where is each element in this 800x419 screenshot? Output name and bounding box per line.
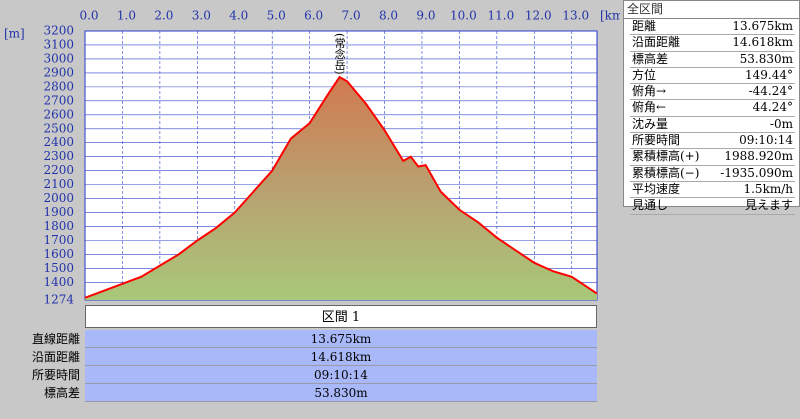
y-tick-label: 3100 xyxy=(43,37,74,51)
label: 俯角← xyxy=(632,100,667,115)
section-row: 沿面距離 14.618km xyxy=(0,348,600,366)
y-tick-label: 1400 xyxy=(43,275,74,289)
value: 14.618km xyxy=(732,35,793,50)
y-tick-label: 2900 xyxy=(43,65,74,79)
label: 累積標高(+) xyxy=(632,149,700,164)
summary-row: 見通し 見えます xyxy=(630,198,795,215)
x-tick-label: 8.0 xyxy=(379,9,398,23)
value: 13.675km xyxy=(85,330,597,348)
summary-row: 累積標高(+) 1988.920m xyxy=(630,149,795,166)
y-tick-label: 1800 xyxy=(43,219,74,233)
label: 標高差 xyxy=(632,51,669,66)
section-row: 直線距離 13.675km xyxy=(0,330,600,348)
y-tick-label: 2800 xyxy=(43,79,74,93)
x-tick-label: 1.0 xyxy=(117,9,136,23)
label: 累積標高(−) xyxy=(632,165,700,180)
value: 13.675km xyxy=(732,19,793,33)
x-tick-label: 7.0 xyxy=(342,9,361,23)
value: 見えます xyxy=(744,198,793,213)
summary-row: 標高差 53.830m xyxy=(630,52,795,68)
summary-row: 累積標高(−) -1935.090m xyxy=(630,166,795,182)
x-tick-label: 9.0 xyxy=(416,9,435,23)
label: 距離 xyxy=(632,19,657,33)
value: 44.24° xyxy=(752,100,793,115)
section-title[interactable]: 区間 1 xyxy=(85,305,597,328)
x-tick-label: 3.0 xyxy=(192,9,211,23)
x-tick-label: 5.0 xyxy=(267,9,286,23)
summary-panel: 全区間 距離 13.675km 沿面距離 14.618km 標高差 53.830m 方位 14… xyxy=(623,0,800,215)
x-tick-label: 0.0 xyxy=(79,9,98,23)
value: 1988.920m xyxy=(724,149,793,164)
y-tick-label: 3000 xyxy=(43,51,74,65)
x-tick-label: 10.0 xyxy=(450,9,477,23)
value: -1935.090m xyxy=(720,165,793,180)
summary-row: 距離 13.675km xyxy=(630,19,795,36)
label: 直線距離 xyxy=(31,332,80,346)
value: 14.618km xyxy=(85,348,597,366)
y-tick-label: 1900 xyxy=(43,205,74,219)
summary-row: 沈み量 -0m xyxy=(630,116,795,134)
label: 所要時間 xyxy=(632,133,681,148)
summary-row: 所要時間 09:10:14 xyxy=(630,133,795,150)
x-tick-label: 2.0 xyxy=(154,9,173,23)
x-axis-label: [km] xyxy=(600,9,620,23)
y-tick-label: 2000 xyxy=(43,191,74,205)
value: 1.5km/h xyxy=(743,181,793,196)
y-tick-label: 2300 xyxy=(43,149,74,163)
y-axis-label: [m] xyxy=(4,27,25,41)
y-tick-label: 1274 xyxy=(43,293,74,306)
area-fill xyxy=(85,77,597,301)
summary-row: 平均速度 1.5km/h xyxy=(630,181,795,199)
x-tick-label: 13.0 xyxy=(562,9,589,23)
y-tick-label: 2700 xyxy=(43,93,74,107)
label: 所要時間 xyxy=(31,368,80,382)
summary-row: 沿面距離 14.618km xyxy=(630,35,795,52)
value: 53.830m xyxy=(85,384,597,402)
section-table: 直線距離 13.675km 沿面距離 14.618km 所要時間 09:10:14 標高差 5… xyxy=(0,330,600,402)
y-tick-label: 2100 xyxy=(43,177,74,191)
y-tick-label: 2500 xyxy=(43,121,74,135)
x-tick-label: 12.0 xyxy=(525,9,552,23)
label: 見通し xyxy=(632,198,669,213)
label: 沿面距離 xyxy=(31,350,80,364)
y-tick-label: 2600 xyxy=(43,107,74,121)
summary-row: 俯角← 44.24° xyxy=(630,100,795,117)
y-tick-label: 1600 xyxy=(43,247,74,261)
y-tick-label: 2200 xyxy=(43,163,74,177)
summary-title: 全区間 xyxy=(624,1,799,19)
summary-row: 俯角→ -44.24° xyxy=(630,84,795,101)
y-tick-label: 1700 xyxy=(43,233,74,247)
section-row: 標高差 53.830m xyxy=(0,384,600,402)
x-tick-label: 4.0 xyxy=(229,9,248,23)
value: 53.830m xyxy=(739,51,793,66)
label: 沿面距離 xyxy=(632,35,681,50)
x-tick-label: 6.0 xyxy=(304,9,323,23)
value: 149.44° xyxy=(745,67,793,82)
summary-row: 方位 149.44° xyxy=(630,67,795,85)
value: 09:10:14 xyxy=(85,366,597,384)
value: -0m xyxy=(769,116,793,131)
label: 俯角→ xyxy=(632,84,667,99)
peak-annotation: (常念岳) xyxy=(333,33,346,75)
label: 平均速度 xyxy=(632,181,681,196)
elevation-line xyxy=(84,75,598,299)
chart: [m] [km] 1274 140015001600170018001900200… xyxy=(4,9,620,306)
value: -44.24° xyxy=(748,84,793,99)
x-tick-label: 11.0 xyxy=(487,9,514,23)
value: 09:10:14 xyxy=(739,133,793,148)
label: 標高差 xyxy=(43,386,80,400)
label: 沈み量 xyxy=(632,116,669,131)
label: 方位 xyxy=(632,67,657,82)
section-row: 所要時間 09:10:14 xyxy=(0,366,600,384)
y-tick-label: 2400 xyxy=(43,135,74,149)
y-tick-label: 1500 xyxy=(43,261,74,275)
y-tick-label: 3200 xyxy=(43,24,74,38)
